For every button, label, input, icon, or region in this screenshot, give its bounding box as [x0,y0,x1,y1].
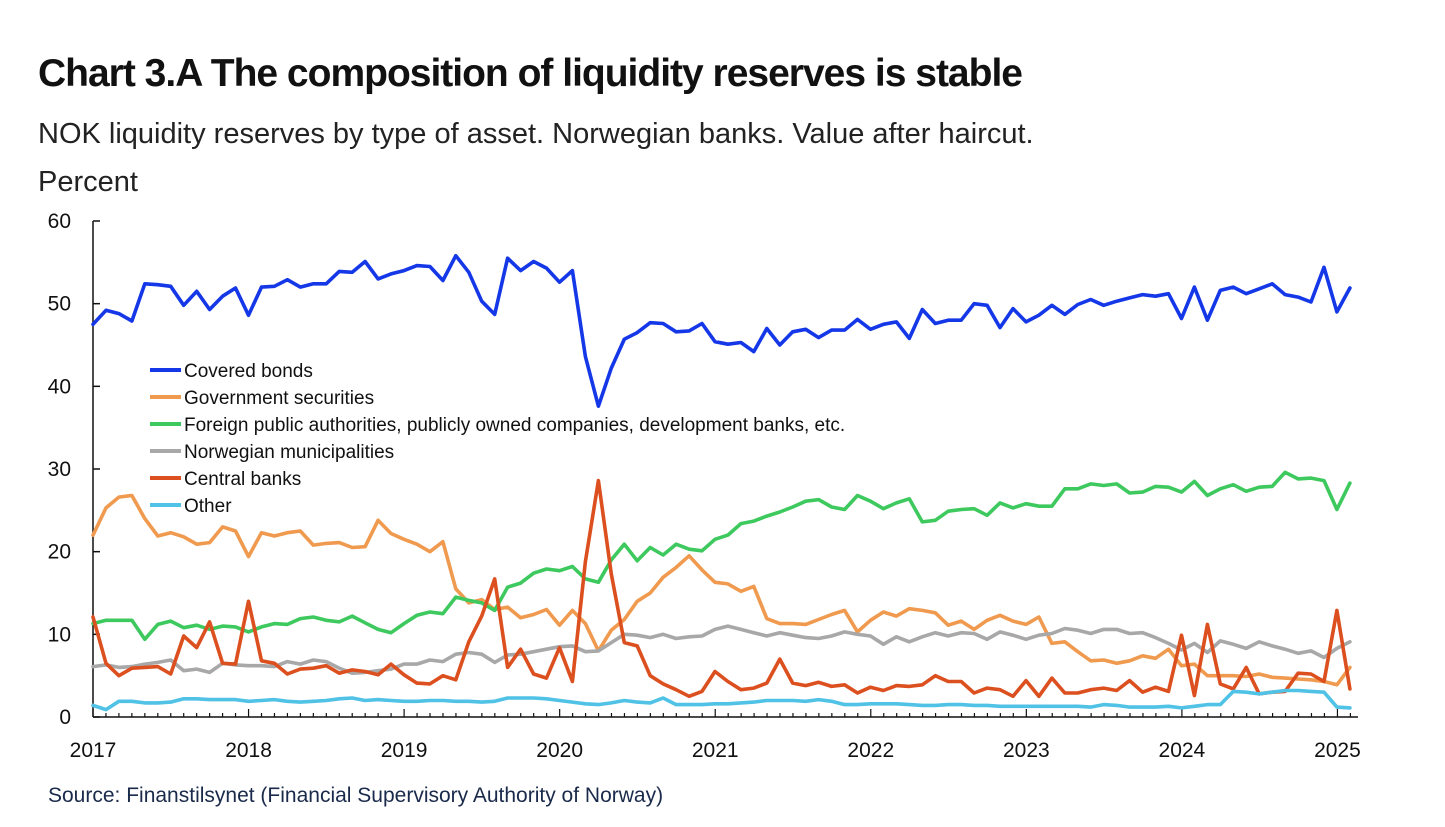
y-tick-label: 20 [48,541,71,564]
chart-subtitle: NOK liquidity reserves by type of asset.… [38,118,1034,198]
series-line-3 [91,470,1352,642]
chart-legend: Covered bonds Government securities Foreig… [150,361,845,517]
legend-label: Foreign public authorities, publicly own… [184,415,845,436]
series-line-6 [91,688,1352,712]
y-tick-label: 0 [59,706,71,729]
x-tick-label: 2023 [1003,739,1050,762]
legend-label: Norwegian municipalities [184,442,394,463]
source-note: Source: Finanstilsynet (Financial Superv… [48,784,664,807]
series-line-2 [91,493,1352,687]
series-line-1 [91,253,1352,409]
x-tick-label: 2019 [381,739,428,762]
legend-label: Other [184,496,232,517]
y-tick-label: 60 [48,210,71,233]
x-tick-label: 2021 [692,739,739,762]
chart-title: Chart 3.A The composition of liquidity r… [38,52,1023,95]
chart-lines [91,253,1352,712]
chart-axes: 0 10 20 30 40 50 60 2017 2018 2019 2020 2021 2022 202… [48,210,1361,762]
x-tick-label: 2020 [536,739,583,762]
x-tick-label: 2022 [847,739,894,762]
x-tick-label: 2018 [225,739,272,762]
legend-label: Covered bonds [184,361,313,382]
legend-label: Central banks [184,469,301,490]
x-tick-label: 2025 [1314,739,1361,762]
y-tick-label: 30 [48,458,71,481]
series-line-4 [91,624,1352,676]
y-tick-label: 50 [48,293,71,316]
legend-label: Government securities [184,388,374,409]
x-tick-label: 2024 [1159,739,1206,762]
series-line-5 [91,478,1352,699]
y-tick-label: 40 [48,375,71,398]
x-tick-label: 2017 [70,739,117,762]
y-tick-label: 10 [48,623,71,646]
